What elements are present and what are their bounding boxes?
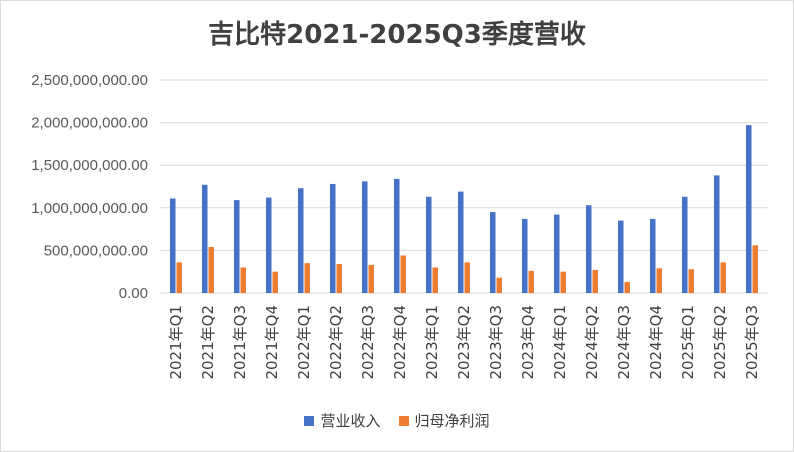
bar-net-profit	[528, 270, 534, 293]
bar-net-profit	[400, 255, 406, 293]
bar-net-profit	[272, 271, 278, 293]
bar-revenue	[394, 178, 400, 293]
bar-net-profit	[336, 264, 342, 293]
x-tick-label: 2022年Q1	[295, 305, 313, 380]
x-tick-label: 2022年Q4	[391, 305, 409, 380]
bar-revenue	[298, 188, 304, 293]
bar-net-profit	[688, 269, 694, 293]
legend-label-net-profit: 归母净利润	[414, 412, 490, 430]
bar-revenue	[682, 196, 688, 293]
bar-net-profit	[624, 281, 630, 293]
y-tick-label: 2,000,000,000.00	[31, 115, 148, 132]
x-tick-label: 2025年Q3	[743, 305, 761, 380]
x-tick-label: 2022年Q2	[327, 305, 345, 380]
bar-revenue	[586, 205, 592, 293]
legend-swatch-revenue	[304, 415, 315, 426]
x-tick-label: 2024年Q4	[647, 305, 665, 380]
y-tick-label: 0.00	[119, 285, 148, 302]
x-tick-label: 2023年Q2	[455, 305, 473, 380]
bar-net-profit	[464, 262, 470, 293]
bar-revenue	[714, 175, 720, 293]
legend-item-revenue: 营业收入	[304, 410, 381, 431]
x-tick-label: 2021年Q2	[199, 305, 217, 380]
bar-net-profit	[656, 268, 662, 293]
x-tick-label: 2024年Q1	[551, 305, 569, 380]
bar-net-profit	[304, 263, 310, 293]
bar-net-profit	[720, 262, 726, 293]
bar-revenue	[266, 197, 272, 293]
bar-revenue	[330, 183, 336, 293]
bar-revenue	[170, 198, 176, 293]
x-tick-label: 2022年Q3	[359, 305, 377, 380]
x-tick-label: 2023年Q3	[487, 305, 505, 380]
bar-net-profit	[752, 245, 758, 293]
bar-net-profit	[496, 277, 502, 293]
x-tick-label: 2025年Q2	[711, 305, 729, 380]
x-tick-label: 2024年Q3	[615, 305, 633, 380]
x-tick-label: 2021年Q3	[231, 305, 249, 380]
chart-legend: 营业收入 归母净利润	[0, 410, 794, 431]
chart-title: 吉比特2021-2025Q3季度营收	[208, 20, 586, 50]
bar-net-profit	[176, 262, 182, 293]
x-tick-label: 2023年Q4	[519, 305, 537, 380]
bar-revenue	[522, 218, 528, 293]
x-tick-label: 2021年Q1	[167, 305, 185, 380]
bar-revenue	[746, 125, 752, 293]
bar-revenue	[458, 191, 464, 293]
y-tick-label: 1,000,000,000.00	[31, 200, 148, 217]
bar-revenue	[362, 181, 368, 293]
y-tick-label: 2,500,000,000.00	[31, 72, 148, 89]
legend-item-net-profit: 归母净利润	[398, 410, 490, 431]
bar-revenue	[426, 196, 432, 293]
x-tick-label: 2021年Q4	[263, 305, 281, 380]
x-tick-label: 2024年Q2	[583, 305, 601, 380]
bar-net-profit	[368, 264, 374, 293]
bar-net-profit	[592, 269, 598, 293]
bar-revenue	[554, 214, 560, 293]
y-tick-label: 1,500,000,000.00	[31, 157, 148, 174]
bar-net-profit	[560, 271, 566, 293]
x-tick-label: 2023年Q1	[423, 305, 441, 380]
x-tick-label: 2025年Q1	[679, 305, 697, 380]
bar-revenue	[202, 184, 208, 293]
bar-net-profit	[240, 267, 246, 293]
legend-label-revenue: 营业收入	[320, 412, 381, 430]
bar-revenue	[234, 200, 240, 293]
y-tick-label: 500,000,000.00	[44, 242, 148, 259]
legend-swatch-net-profit	[398, 415, 409, 426]
bar-net-profit	[432, 267, 438, 293]
bar-net-profit	[208, 246, 214, 293]
bar-revenue	[618, 220, 624, 293]
bar-revenue	[650, 218, 656, 293]
bar-revenue	[490, 212, 496, 293]
